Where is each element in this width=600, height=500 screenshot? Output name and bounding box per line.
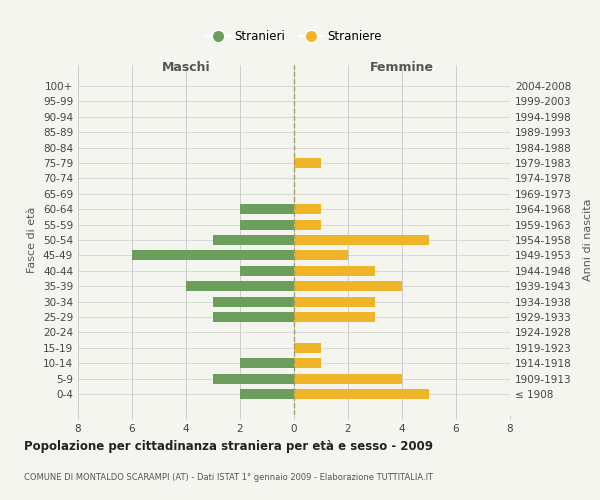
Text: Popolazione per cittadinanza straniera per età e sesso - 2009: Popolazione per cittadinanza straniera p… [24, 440, 433, 453]
Bar [294, 374, 402, 384]
Bar [294, 296, 375, 306]
Bar [294, 281, 402, 291]
Bar [213, 296, 294, 306]
Bar [213, 374, 294, 384]
Bar [294, 250, 348, 260]
Text: Femmine: Femmine [370, 60, 434, 74]
Bar [186, 281, 294, 291]
Bar [240, 266, 294, 276]
Bar [294, 204, 321, 214]
Y-axis label: Anni di nascita: Anni di nascita [583, 198, 593, 281]
Bar [294, 389, 429, 399]
Bar [240, 220, 294, 230]
Legend: Stranieri, Straniere: Stranieri, Straniere [201, 26, 387, 48]
Bar [240, 389, 294, 399]
Bar [294, 358, 321, 368]
Bar [294, 235, 429, 245]
Bar [294, 312, 375, 322]
Bar [294, 158, 321, 168]
Bar [132, 250, 294, 260]
Bar [294, 343, 321, 353]
Bar [213, 235, 294, 245]
Bar [240, 204, 294, 214]
Bar [294, 220, 321, 230]
Bar [240, 358, 294, 368]
Y-axis label: Fasce di età: Fasce di età [28, 207, 37, 273]
Text: COMUNE DI MONTALDO SCARAMPI (AT) - Dati ISTAT 1° gennaio 2009 - Elaborazione TUT: COMUNE DI MONTALDO SCARAMPI (AT) - Dati … [24, 473, 433, 482]
Text: Maschi: Maschi [161, 60, 211, 74]
Bar [294, 266, 375, 276]
Bar [213, 312, 294, 322]
